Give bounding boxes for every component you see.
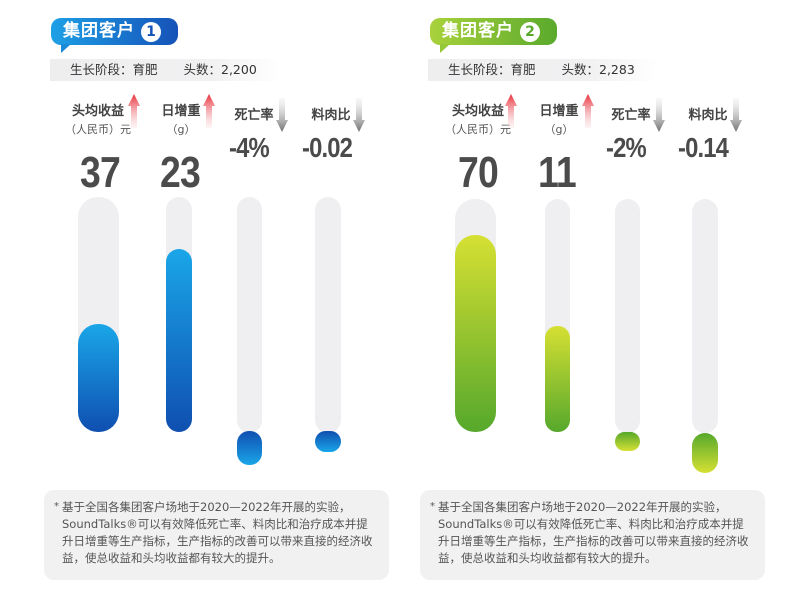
speech-tail-icon [61,44,71,53]
metric-unit: （人民币）元 [65,123,131,136]
bar-fill-revenue [78,324,119,432]
bar-fill-mortality [237,431,262,465]
metric-value: -0.02 [302,132,353,163]
arrow-down-icon [653,98,665,132]
bar-track [692,199,718,433]
metric-label: 日增重 [161,104,201,119]
metric-daily-gain: 日增重 （g） [152,100,210,137]
metric-label: 死亡率 [611,108,651,123]
badge-title: 集团客户 [63,21,135,41]
metric-label: 料肉比 [311,108,351,123]
metric-unit: （人民币）元 [445,123,511,136]
badge-number: 2 [520,21,540,42]
metric-label: 头均收益 [451,104,504,119]
metric-label: 头均收益 [71,104,124,119]
metric-feed-ratio: 料肉比 [305,104,357,123]
info-strip: 生长阶段：育肥 头数：2,200 [50,59,280,81]
metric-label: 料肉比 [688,108,728,123]
bar-fill-feed-ratio [315,431,341,452]
arrow-down-icon [730,98,742,132]
footnote: * 基于全国各集团客户场地于2020—2022年开展的实验，SoundTalks… [420,490,765,580]
growth-stage: 生长阶段：育肥 [70,62,158,77]
footnote-text: 基于全国各集团客户场地于2020—2022年开展的实验，SoundTalks®可… [438,500,749,565]
badge-title: 集团客户 [442,21,514,41]
metric-unit: （g） [166,123,196,136]
arrow-down-icon [353,98,365,132]
growth-stage: 生长阶段：育肥 [448,62,536,77]
head-count: 头数：2,200 [183,62,257,77]
head-count: 头数：2,283 [561,62,635,77]
metric-unit: （g） [544,123,574,136]
footnote: * 基于全国各集团客户场地于2020—2022年开展的实验，SoundTalks… [44,490,389,580]
metric-daily-gain: 日增重 （g） [530,100,588,137]
footnote-text: 基于全国各集团客户场地于2020—2022年开展的实验，SoundTalks®可… [62,500,373,565]
bar-fill-revenue [455,235,496,432]
customer-panel-1: 集团客户 1 生长阶段：育肥 头数：2,200 头均收益 （人民币）元 37 日… [44,18,389,580]
footnote-marker: * [430,501,435,512]
bar-fill-mortality [615,432,640,451]
metric-mortality: 死亡率 [228,104,280,123]
bar-fill-daily-gain [545,326,570,432]
metric-feed-ratio: 料肉比 [682,104,734,123]
arrow-up-icon [203,94,215,128]
badge-number: 1 [141,21,161,42]
arrow-up-icon [128,94,140,128]
metric-label: 死亡率 [234,108,274,123]
metric-value: -4% [229,132,270,163]
customer-badge: 集团客户 2 [430,18,557,53]
bar-fill-feed-ratio [692,433,718,473]
bar-fill-daily-gain [166,249,192,432]
metric-revenue: 头均收益 （人民币）元 [442,100,514,137]
footnote-marker: * [54,501,59,512]
customer-badge: 集团客户 1 [51,18,178,53]
metric-value: 70 [458,148,499,197]
bar-track [615,199,640,433]
bar-track [315,197,341,433]
metric-value: 11 [538,148,577,197]
metric-value: -2% [606,132,647,163]
arrow-down-icon [276,98,288,132]
metric-label: 日增重 [539,104,579,119]
bar-track [237,197,262,433]
customer-panel-2: 集团客户 2 生长阶段：育肥 头数：2,283 头均收益 （人民币）元 70 日… [380,0,780,600]
arrow-up-icon [505,94,517,128]
metric-mortality: 死亡率 [605,104,657,123]
arrow-up-icon [582,94,594,128]
metric-value: 23 [160,148,201,197]
speech-tail-icon [440,44,450,53]
metric-value: -0.14 [678,132,729,163]
metric-value: 37 [80,148,121,197]
metric-revenue: 头均收益 （人民币）元 [62,100,134,137]
info-strip: 生长阶段：育肥 头数：2,283 [428,59,658,81]
